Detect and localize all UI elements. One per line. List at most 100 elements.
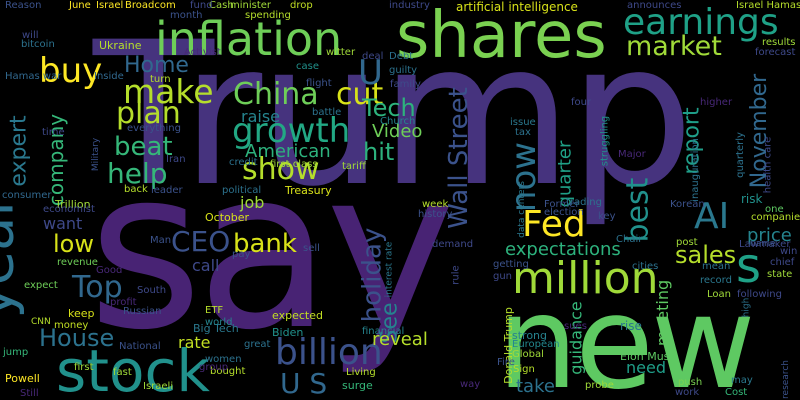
word-home: Home [124,53,189,78]
word-buy: buy [39,51,103,91]
word-help: help [107,157,168,190]
word-want: want [43,214,83,233]
word-us: U S [280,367,328,400]
word-reason: Reason [5,0,42,11]
word-iran: Iran [166,154,186,165]
word-reveal: reveal [372,329,428,350]
word-turn: turn [150,74,171,85]
word-lawmaker: Lawmaker [739,239,791,250]
word-russian: Russian [123,306,162,317]
word-fast: fast [113,367,132,378]
word-spending: spending [245,10,291,21]
word-etf: ETF [205,305,224,316]
word-fund: fund [190,0,213,11]
word-demand: demand [432,239,474,250]
word-tariff: tariff [342,161,366,172]
word-high: high [741,297,752,318]
word-expectations: expectations [505,239,621,260]
word-powell: Powell [5,372,40,385]
word-say: say [88,122,456,378]
word-higher: higher [700,97,733,108]
word-big-tech: Big Tech [193,322,239,335]
word-show: show [242,152,320,187]
word-group: group [199,362,229,373]
word-sues: sues [564,321,587,332]
word-hit: hit [363,138,395,166]
word-world: world [205,317,233,328]
word-tech: Tech [362,94,416,122]
word-economist: economist [43,204,95,215]
word-bank: bank [233,229,297,259]
word-companies: companies [751,212,800,223]
word-s: s [736,238,762,294]
word-wall-street: Wall Street [443,87,474,229]
word-data-centers: data centers [516,181,527,238]
word-expected: expected [272,309,323,322]
word-cash: Cash [209,0,234,11]
word-cut: cut [336,77,384,112]
word-price: price [747,225,792,246]
word-guilty: guilty [389,65,418,76]
word-bought: bought [210,366,246,377]
word-sign: Sign [513,364,535,375]
word-biden: Biden [272,326,304,339]
word-growth: growth [232,111,351,151]
word-key: key [598,211,616,222]
word-women: women [205,354,242,365]
word-meeting: meeting [653,279,673,347]
word-loan: Loan [707,289,731,300]
word-research: research [780,360,791,399]
word-results: results [762,37,796,48]
word-keep: keep [68,307,95,320]
word-video: Video [372,121,423,142]
word-trump: Trump [93,0,694,230]
word-u: U [358,53,383,93]
word-issue: issue [510,117,536,128]
word-deal: deal [362,51,384,62]
word-jump: jump [3,347,29,358]
word-health-care: health care [762,136,774,194]
word-activist: Activist [184,47,221,58]
word-trillion: Trillion [55,198,91,211]
word-minister: minister [230,0,272,11]
word-strong: strong [512,329,548,342]
word-gun: gun [493,271,513,282]
word-record: record [700,275,732,286]
word-name: name [750,239,776,249]
word-witter: witter [326,47,356,58]
word-financial: financial [362,326,405,337]
word-global: Global [512,349,544,360]
word-treasury: Treasury [285,184,332,197]
word-still: Still [20,388,39,399]
word-interest-rate: interest rate [384,241,395,298]
word-mean: mean [702,261,731,272]
word-industry: industry [389,0,430,11]
word-national: National [119,341,161,352]
word-former: Former [544,199,580,210]
word-make: make [123,72,214,111]
word-living: Living [346,367,376,378]
word-church: Church [380,116,416,127]
word-history: history [418,209,453,220]
word-flight: flight [306,78,332,89]
word-revenue: revenue [57,257,98,268]
word-tax: tax [515,127,531,138]
word-week: week [422,199,449,210]
word-state: state [767,269,793,280]
word-back: back [124,184,148,195]
word-cnn: CNN [31,317,51,327]
word-man: Man [150,235,172,246]
word-credit: credit [229,157,258,168]
word-call: call [192,256,220,275]
word-everything: everything [127,123,181,134]
word-expect: expect [24,280,58,291]
word-june: June [69,0,91,11]
word-leader: leader [151,185,183,196]
word-low: low [53,230,94,258]
word-artificial-intelligence: artificial intelligence [456,0,578,14]
word-consumer: consumer [2,190,52,201]
word-stock: stock [56,337,210,400]
word-top: Top [72,270,123,305]
word-israel: Israel [96,0,124,11]
word-inside: Inside [94,71,124,82]
